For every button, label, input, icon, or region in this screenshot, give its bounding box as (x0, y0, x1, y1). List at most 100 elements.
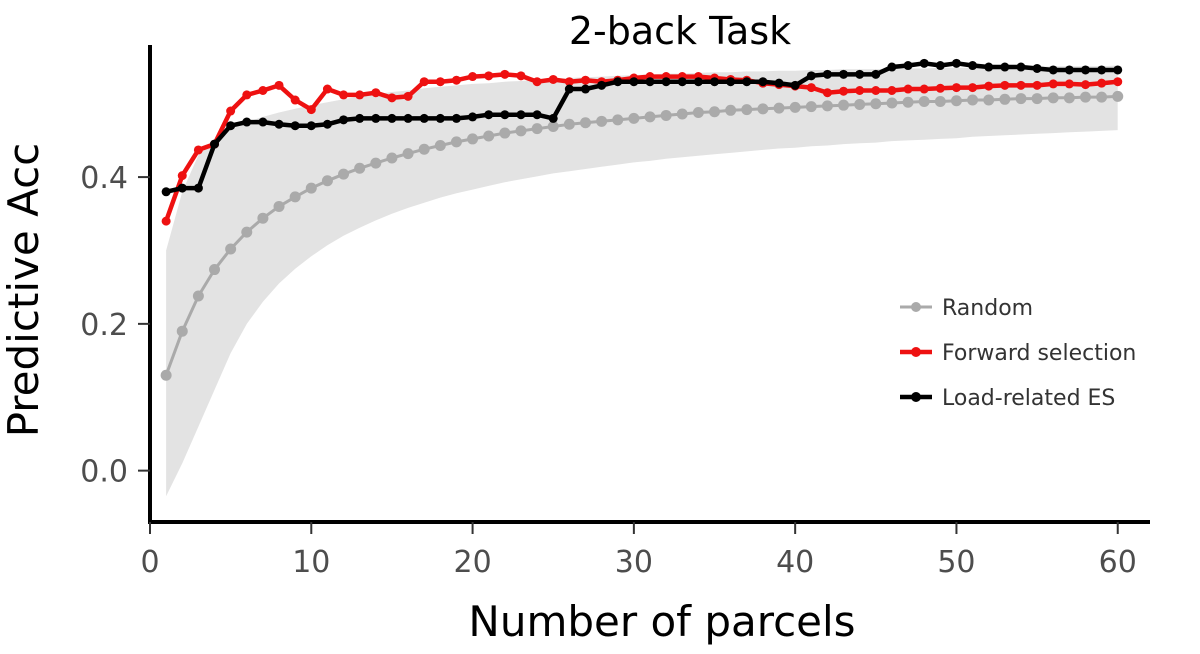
legend-label: Load-related ES (942, 386, 1115, 411)
data-point (564, 84, 574, 94)
data-point (467, 133, 479, 145)
legend-swatch-point (911, 392, 921, 402)
data-point (919, 84, 929, 94)
data-point (387, 93, 397, 103)
data-point (419, 113, 429, 123)
data-point (871, 85, 881, 95)
data-point (306, 105, 316, 115)
data-point (516, 110, 526, 120)
data-point (1113, 65, 1123, 75)
data-point (903, 61, 913, 71)
data-point (935, 83, 945, 93)
data-point (967, 94, 979, 106)
data-point (500, 69, 510, 79)
data-point (484, 71, 494, 81)
data-point (289, 191, 301, 203)
data-point (322, 119, 332, 129)
data-point (177, 171, 187, 181)
data-point (597, 80, 607, 90)
data-point (709, 106, 721, 118)
data-point (468, 72, 478, 82)
data-point (548, 113, 558, 123)
data-point (1064, 65, 1074, 75)
data-point (321, 175, 333, 187)
data-point (484, 110, 494, 120)
y-axis-title: Predictive Acc (0, 143, 48, 438)
data-point (177, 183, 187, 193)
data-point (854, 98, 866, 110)
data-point (273, 200, 285, 212)
random-confidence-band (166, 65, 1118, 497)
data-point (1080, 65, 1090, 75)
chart-title: 2-back Task (569, 9, 791, 53)
data-point (726, 77, 736, 87)
data-point (402, 148, 414, 160)
data-point (951, 58, 961, 68)
data-point (613, 77, 623, 87)
data-point (999, 93, 1011, 105)
legend-item-forward-selection: Forward selection (900, 341, 1136, 366)
data-point (774, 78, 784, 88)
data-point (338, 168, 350, 180)
data-point (371, 88, 381, 98)
y-tick-label: 0.4 (80, 161, 128, 196)
data-point (193, 183, 203, 193)
data-point (468, 112, 478, 122)
x-tick-label: 10 (292, 545, 330, 580)
data-point (322, 84, 332, 94)
data-point (355, 90, 365, 100)
data-point (435, 77, 445, 87)
data-point (483, 130, 495, 142)
data-point (1031, 93, 1043, 105)
data-point (305, 182, 317, 194)
data-point (693, 77, 703, 87)
data-point (886, 97, 898, 109)
legend-swatch-point (911, 347, 921, 357)
data-point (371, 113, 381, 123)
data-point (950, 95, 962, 107)
data-point (677, 77, 687, 87)
data-point (274, 80, 284, 90)
data-point (241, 226, 253, 238)
data-point (644, 111, 656, 123)
legend: Random Forward selection Load-related ES (900, 296, 1136, 411)
data-point (902, 96, 914, 108)
data-point (339, 90, 349, 100)
data-point (1032, 63, 1042, 73)
data-point (805, 101, 817, 113)
data-point (806, 71, 816, 81)
data-point (386, 152, 398, 164)
data-point (161, 187, 171, 197)
data-point (629, 77, 639, 87)
data-point (773, 102, 785, 114)
data-point (1113, 77, 1123, 87)
y-tick-label: 0.0 (80, 455, 128, 490)
data-point (1064, 79, 1074, 89)
data-point (806, 83, 816, 93)
data-point (580, 75, 590, 85)
data-point (839, 69, 849, 79)
data-point (531, 123, 543, 135)
data-point (596, 115, 608, 127)
data-point (822, 88, 832, 98)
data-point (564, 77, 574, 87)
data-point (1048, 79, 1058, 89)
data-point (354, 162, 366, 174)
data-point (822, 69, 832, 79)
data-point (209, 264, 221, 276)
data-point (532, 110, 542, 120)
data-point (790, 80, 800, 90)
data-point (628, 112, 640, 124)
data-point (741, 104, 753, 116)
data-point (1000, 62, 1010, 72)
data-point (257, 212, 269, 224)
x-axis-ticks: 0 10 20 30 40 50 60 (140, 522, 1137, 580)
data-point (419, 77, 429, 87)
data-point (870, 98, 882, 110)
data-point (661, 77, 671, 87)
data-point (176, 325, 188, 337)
data-point (1016, 62, 1026, 72)
data-point (499, 127, 511, 139)
data-point (1015, 93, 1027, 105)
